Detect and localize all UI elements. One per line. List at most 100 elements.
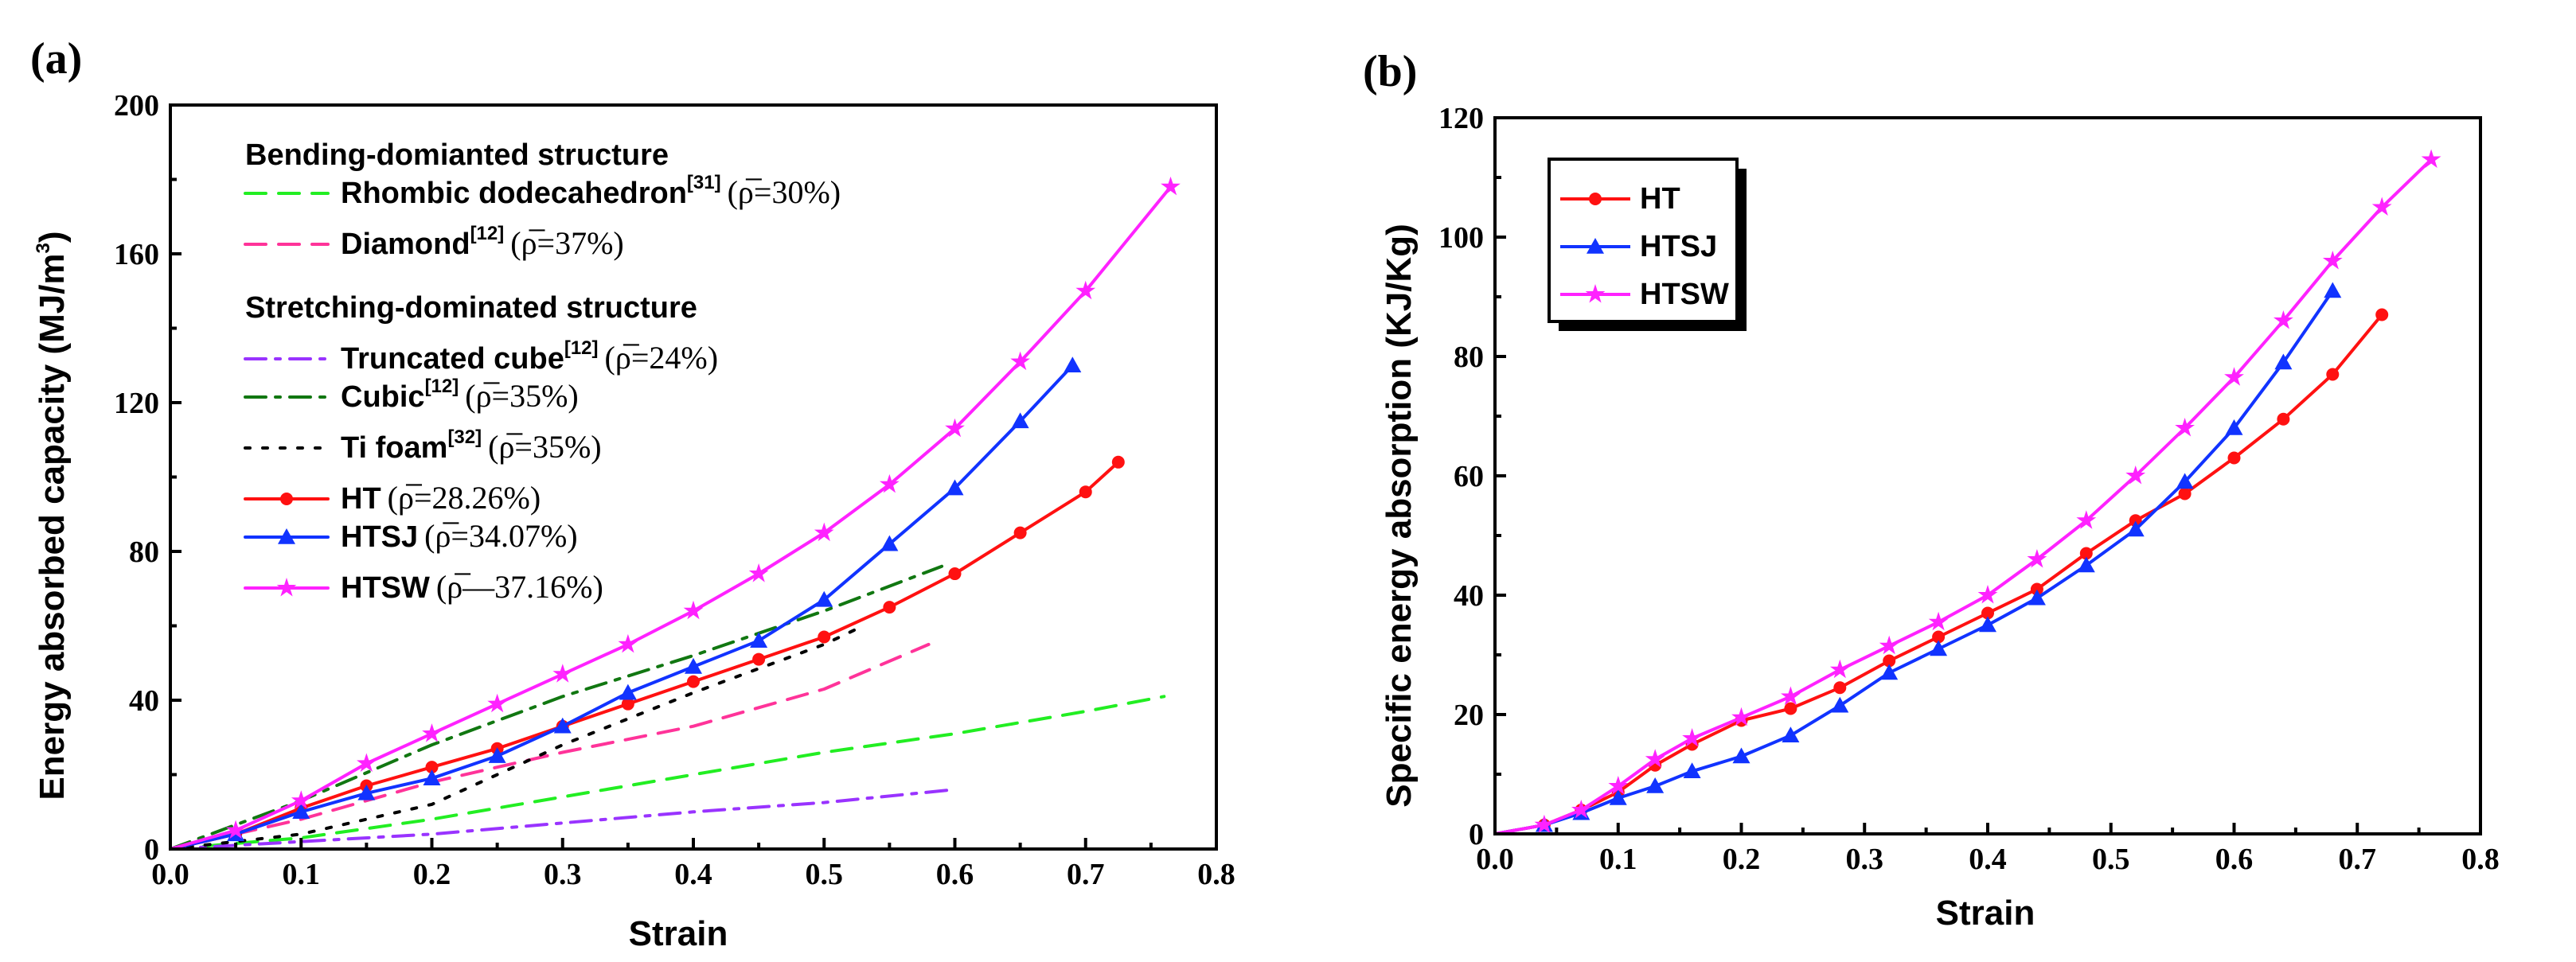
b-point-ht	[2277, 412, 2290, 426]
b-point-ht	[2129, 514, 2142, 528]
legend-header-bending: Bending-domianted structure	[245, 138, 669, 172]
legend-label-diamond: Diamond[12] (ρ̅=37%)	[341, 223, 624, 261]
b-y-tick-label: 60	[1454, 460, 1484, 493]
a-point-htsj	[423, 769, 441, 785]
a-point-ht	[818, 630, 831, 644]
a-point-htsw	[618, 633, 638, 653]
b-point-htsj	[1609, 789, 1627, 805]
a-point-ht	[883, 601, 896, 614]
a-series-rhombic-dodecahedron	[169, 695, 1166, 851]
a-point-htsj	[619, 684, 637, 700]
b-point-ht	[1932, 630, 1946, 644]
a-y-tick-label: 0	[144, 833, 159, 867]
a-series-diamond	[169, 642, 931, 851]
b-point-htsj	[2176, 473, 2194, 489]
b-point-htsj	[1683, 762, 1701, 779]
b-point-ht	[2375, 308, 2389, 321]
b-point-htsj	[1979, 616, 1996, 633]
b-x-tick-label: 0.2	[1723, 843, 1761, 876]
panel-a-legend: Bending-domianted structure Stretching-d…	[244, 138, 841, 605]
b-point-htsj	[2225, 419, 2243, 435]
legend-item-htsw: HTSW	[1560, 278, 1729, 311]
a-point-htsw	[487, 693, 507, 713]
b-x-tick-label: 0.6	[2215, 843, 2254, 876]
b-x-tick-label: 0.1	[1599, 843, 1637, 876]
b-point-ht	[2079, 547, 2093, 560]
a-point-htsw	[945, 418, 965, 438]
a-point-htsw	[1075, 280, 1096, 300]
b-x-tick-label: 0.5	[2092, 843, 2130, 876]
a-point-htsw	[748, 563, 769, 582]
legend-label-htsw: HTSW (ρ̅—37.16%)	[341, 569, 603, 605]
a-x-tick-label: 0.1	[283, 858, 321, 891]
a-x-tick-label: 0.4	[674, 858, 712, 891]
a-y-tick-label: 80	[129, 536, 159, 569]
panel-a-y-axis-title: Energy absorbed capacity (MJ/m3)	[33, 231, 72, 800]
b-point-htsj	[1646, 777, 1665, 793]
b-point-htsj	[2126, 520, 2145, 537]
b-point-htsj	[2324, 282, 2342, 298]
panel-b-legend: HT HTSJ HTSW	[1548, 158, 1747, 331]
legend-label-ti-foam: Ti foam[32] (ρ̅=35%)	[341, 426, 602, 465]
b-point-htsw	[2274, 310, 2293, 329]
legend-marker-htsj	[278, 528, 295, 544]
panel-b-x-axis-title: Strain	[1936, 894, 2035, 933]
panel-b-y-axis-title: Specific energy absorption (KJ/Kg)	[1380, 224, 1419, 807]
b-point-ht	[2178, 487, 2192, 500]
legend-marker-ht	[280, 493, 293, 505]
b-point-htsw	[2322, 251, 2343, 270]
a-point-htsw	[225, 820, 246, 839]
b-point-ht	[1833, 681, 1847, 695]
a-point-htsj	[1011, 412, 1029, 429]
panel-b-label: (b)	[1363, 47, 1417, 96]
b-x-tick-label: 0.8	[2461, 843, 2500, 876]
b-x-tick-label: 0.0	[1476, 843, 1514, 876]
legend-label-rhombic-dodecahedron: Rhombic dodecahedron[31] (ρ̅=30%)	[341, 172, 841, 210]
b-y-tick-label: 40	[1454, 579, 1484, 613]
a-point-ht	[1013, 526, 1027, 539]
a-x-tick-label: 0.2	[413, 858, 451, 891]
b-point-ht	[1883, 654, 1896, 668]
a-y-tick-label: 40	[129, 684, 159, 718]
a-point-htsw	[357, 753, 377, 772]
legend-marker-htsw	[276, 578, 297, 597]
a-point-htsw	[422, 723, 442, 742]
legend-label-cubic: Cubic[12] (ρ̅=35%)	[341, 376, 579, 414]
a-series-htsj	[169, 356, 1082, 851]
b-y-tick-label: 20	[1454, 699, 1484, 732]
b-point-htsw	[2175, 418, 2195, 437]
a-point-htsw	[1161, 176, 1181, 196]
b-y-tick-label: 100	[1438, 221, 1484, 255]
b-x-tick-label: 0.3	[1846, 843, 1884, 876]
legend-item-truncated-cube: Truncated cube[12] (ρ̅=24%)	[244, 337, 718, 376]
b-point-htsw	[2371, 197, 2392, 216]
b-y-tick-label: 80	[1454, 341, 1484, 374]
a-point-htsw	[552, 664, 573, 683]
legend-item-htsw: HTSW (ρ̅—37.16%)	[244, 569, 603, 605]
b-point-htsw	[2076, 510, 2097, 529]
b-point-htsw	[1731, 707, 1751, 726]
a-y-tick-label: 200	[114, 89, 159, 123]
legend-item-cubic: Cubic[12] (ρ̅=35%)	[244, 376, 579, 414]
a-point-htsw	[880, 473, 900, 493]
panel-b-specific-energy-chart: (b) 0.0 0.1 0.2 0.3 0.4 0.5 0.6 0.7 0.8 0 20 40 60 80…	[1363, 47, 2500, 933]
a-y-tick-label: 120	[114, 387, 159, 420]
legend-item-diamond: Diamond[12] (ρ̅=37%)	[244, 223, 624, 261]
b-series-ht	[1493, 308, 2389, 835]
a-x-tick-label: 0.3	[544, 858, 582, 891]
b-point-htsw	[1879, 635, 1899, 655]
a-point-ht	[425, 761, 439, 774]
b-x-tick-label: 0.7	[2339, 843, 2377, 876]
b-x-tick-label: 0.4	[1969, 843, 2007, 876]
b-point-htsw	[2027, 549, 2047, 568]
a-point-htsj	[488, 747, 506, 763]
a-point-htsw	[683, 600, 704, 620]
panel-a-x-axis-title: Strain	[629, 914, 728, 953]
b-point-ht	[2030, 582, 2043, 596]
a-line-truncated-cube	[169, 788, 957, 851]
a-point-htsj	[880, 535, 899, 551]
b-series-htsw	[1493, 149, 2441, 835]
panel-a-energy-absorbed-chart: (a) 0.0 0.1 0.2 0.3 0.4 0.5 0.6 0.7 0.8 0 40 80 120 1…	[30, 34, 1235, 953]
legend-item-rhombic-dodecahedron: Rhombic dodecahedron[31] (ρ̅=30%)	[244, 172, 841, 210]
legend-item-htsj: HTSJ (ρ̅=34.07%)	[244, 518, 578, 554]
